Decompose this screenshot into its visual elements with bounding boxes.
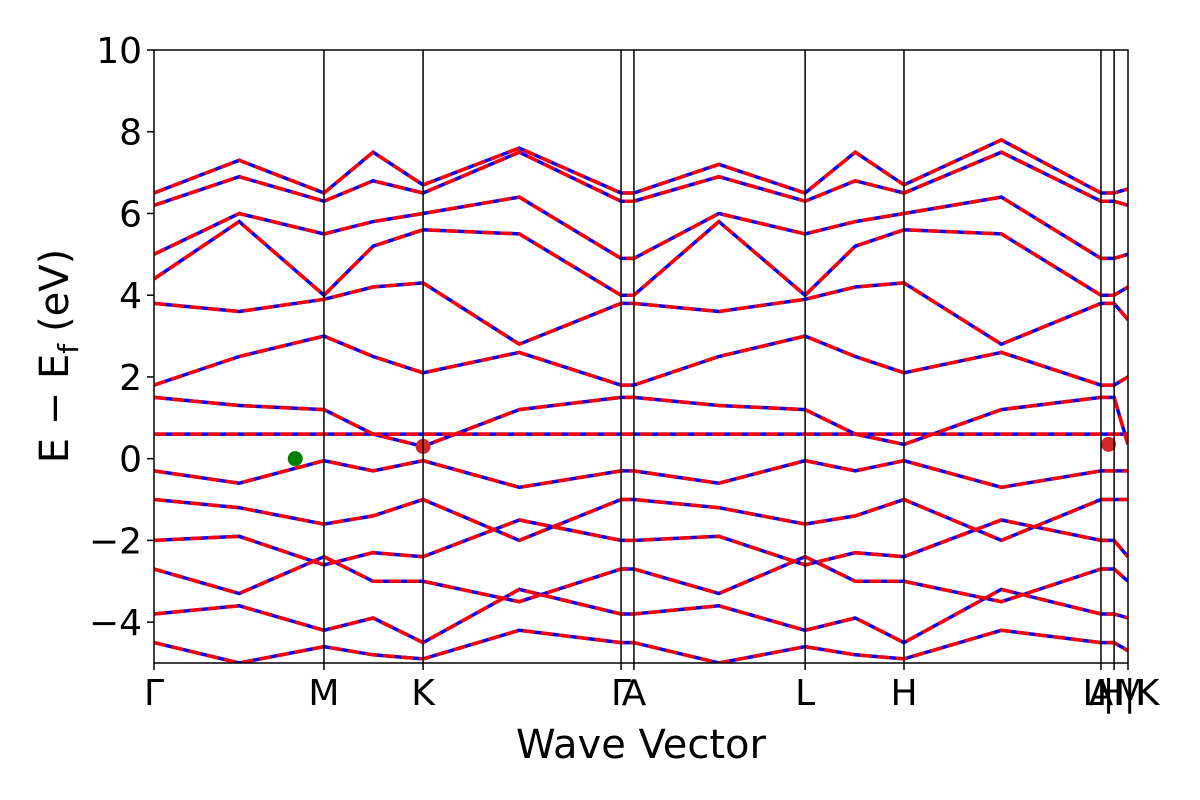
y-axis-label: E − Ef (eV): [32, 249, 85, 464]
band-line: [154, 281, 1128, 347]
band-line: [154, 334, 1128, 387]
plot-area: [154, 137, 1128, 663]
band-line: [154, 458, 1128, 490]
band-line: [154, 195, 1128, 261]
band-line: [154, 554, 1128, 604]
extremum-point: [287, 451, 303, 467]
x-tick-label: L|M: [1082, 673, 1145, 714]
y-tick-label: 0: [119, 440, 142, 481]
x-tick-label: K: [411, 673, 436, 714]
y-label-sub: f: [52, 343, 85, 354]
y-tick-label: −4: [89, 603, 142, 644]
band-line: [154, 150, 1128, 207]
y-tick-label: 2: [119, 358, 142, 399]
x-axis-label: Wave Vector: [516, 722, 767, 768]
band-line: [154, 219, 1128, 298]
y-label-main: E − E: [32, 354, 78, 464]
y-tick-label: −2: [89, 521, 142, 562]
band-line: [154, 395, 1128, 449]
band-line: [154, 628, 1128, 663]
band-line: [154, 150, 1128, 207]
y-tick-label: 10: [96, 31, 142, 72]
axes-frame: [153, 49, 1129, 664]
band-line: [154, 137, 1128, 196]
x-tick-label: Γ: [144, 673, 164, 714]
y-tick-label: 8: [119, 113, 142, 154]
x-tick-label: H|K: [1097, 673, 1161, 714]
x-tick-label: L: [795, 673, 815, 714]
band-line: [154, 554, 1128, 604]
y-tick-label: 6: [119, 194, 142, 235]
x-tick-label: M: [308, 673, 339, 714]
band-line: [154, 628, 1128, 663]
y-tick-label: 4: [119, 276, 142, 317]
band-line: [154, 395, 1128, 449]
band-line: [154, 587, 1128, 645]
x-tick-label: A: [622, 673, 647, 714]
band-line: [154, 518, 1128, 567]
band-line: [154, 281, 1128, 347]
y-label-unit: (eV): [32, 249, 78, 332]
band-line: [154, 497, 1128, 543]
x-tick-label: A: [1089, 673, 1114, 714]
x-tick-label: H: [890, 673, 917, 714]
x-tick-label: Γ: [611, 673, 631, 714]
band-line: [154, 195, 1128, 261]
